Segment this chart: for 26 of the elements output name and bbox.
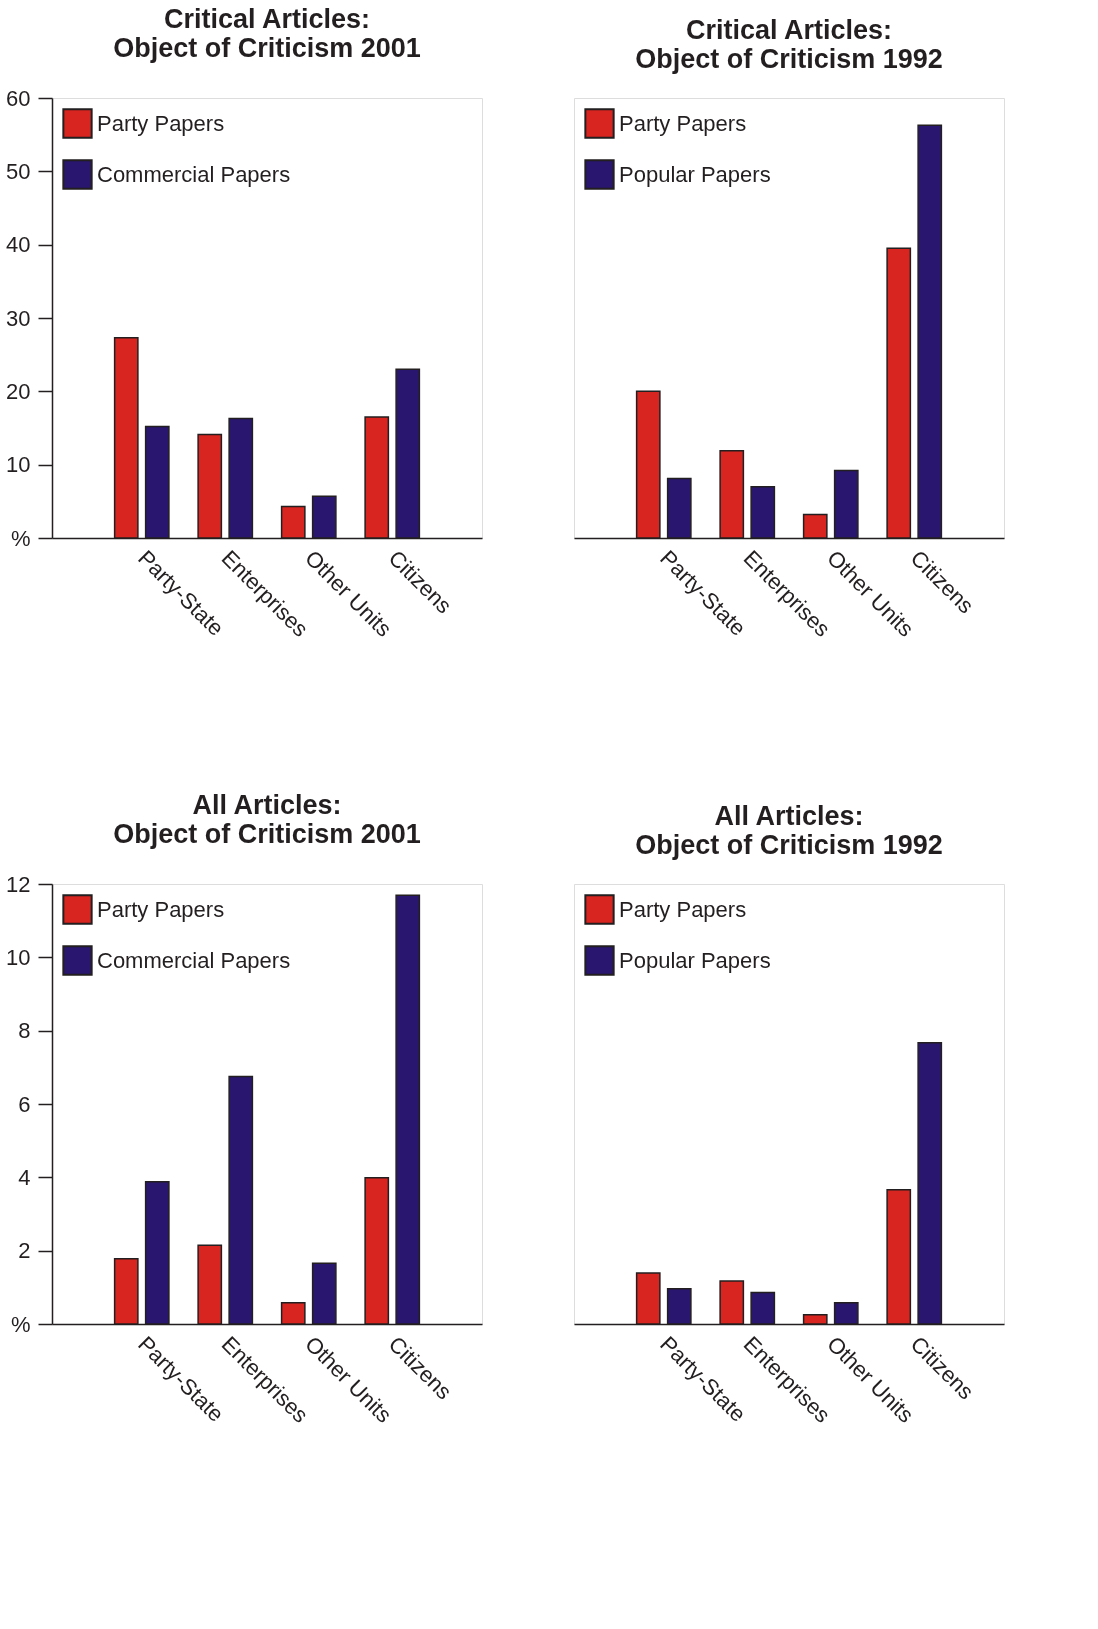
- y-tick-label: 10: [6, 944, 31, 970]
- chart-title: All Articles: Object of Criticism 1992: [635, 801, 943, 860]
- y-tick-label: 4: [18, 1164, 31, 1190]
- y-tick-label: 12: [6, 871, 31, 897]
- chart-title: All Articles: Object of Criticism 2001: [113, 790, 421, 849]
- y-tick-label: 20: [6, 378, 31, 404]
- y-tick-label: 40: [6, 232, 31, 258]
- legend-label: Party Papers: [619, 896, 747, 922]
- y-tick-label: 50: [6, 158, 31, 184]
- legend-label: Party Papers: [97, 896, 225, 922]
- y-tick-label: %: [10, 1311, 31, 1337]
- y-tick-label: %: [10, 525, 31, 551]
- y-tick-label: 30: [6, 305, 31, 331]
- legend-label: Popular Papers: [619, 947, 771, 973]
- legend-label: Party Papers: [619, 110, 747, 136]
- legend-label: Commercial Papers: [97, 947, 291, 973]
- y-tick-label: 10: [6, 452, 31, 478]
- legend-label: Commercial Papers: [97, 161, 291, 187]
- legend-label: Party Papers: [97, 110, 225, 136]
- y-tick-label: 2: [18, 1238, 31, 1264]
- y-tick-label: 6: [18, 1091, 31, 1117]
- y-tick-label: 60: [6, 85, 31, 111]
- y-tick-label: 8: [18, 1018, 31, 1044]
- legend-label: Popular Papers: [619, 161, 771, 187]
- chart-title: Critical Articles: Object of Criticism 1992: [635, 15, 943, 74]
- chart-title: Critical Articles: Object of Criticism 2001: [113, 4, 421, 63]
